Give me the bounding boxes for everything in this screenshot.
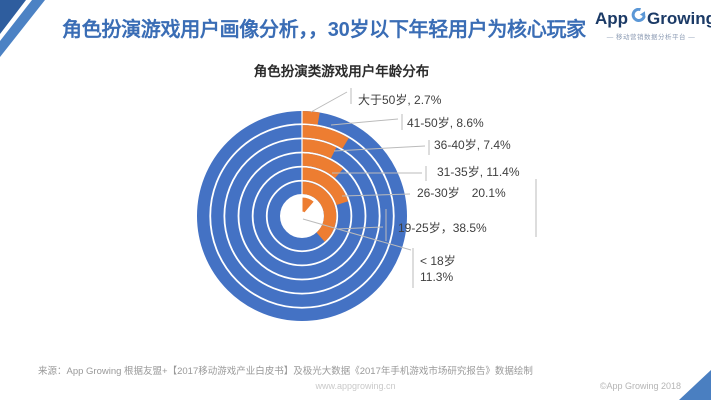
logo-g-swoosh-icon [631,7,646,29]
label-over-50: 大于50岁, 2.7% [358,92,442,107]
label-under-18-value: 11.3% [420,270,453,284]
logo-wordmark: App Growing [595,7,711,29]
page-title: 角色扮演游戏用户画像分析，，30岁以下年轻用户为核心玩家 [62,19,586,41]
center-wedge-<18岁 [301,196,316,214]
ring-arc-36-40岁 [301,139,337,159]
label-31-35: 31-35岁, 11.4% [437,164,520,179]
footer-website: www.appgrowing.cn [315,381,396,391]
ring-arc-31-35岁 [301,153,344,179]
ring-arc-41-50岁 [301,125,349,149]
source-note: 来源：App Growing 根据友盟+【2017移动游戏产业白皮书】及极光大数… [38,366,533,377]
chart-title: 角色扮演类游戏用户年龄分布 [253,64,430,79]
label-36-40: 36-40岁, 7.4% [434,137,511,152]
label-41-50: 41-50岁, 8.6% [407,115,484,130]
label-under-18: < 18岁 [420,253,456,268]
footer-copyright: ©App Growing 2018 [599,381,681,391]
label-19-25: 19-25岁，38.5% [398,220,487,235]
ring-chart-arcs [197,111,407,321]
ring-arc-26-30岁 [301,167,349,206]
app-growing-logo: App Growing — 移动营销数据分析平台 — [595,7,711,41]
ring-arc-19-25岁 [301,181,337,242]
leader-lines [302,88,537,288]
logo-tagline: — 移动营销数据分析平台 — [606,34,696,41]
logo-text-app: App [595,9,629,28]
label-26-30: 26-30岁 20.1% [417,185,506,200]
ring-arc-大于50岁 [301,111,320,125]
logo-text-growing: Growing [647,9,711,28]
